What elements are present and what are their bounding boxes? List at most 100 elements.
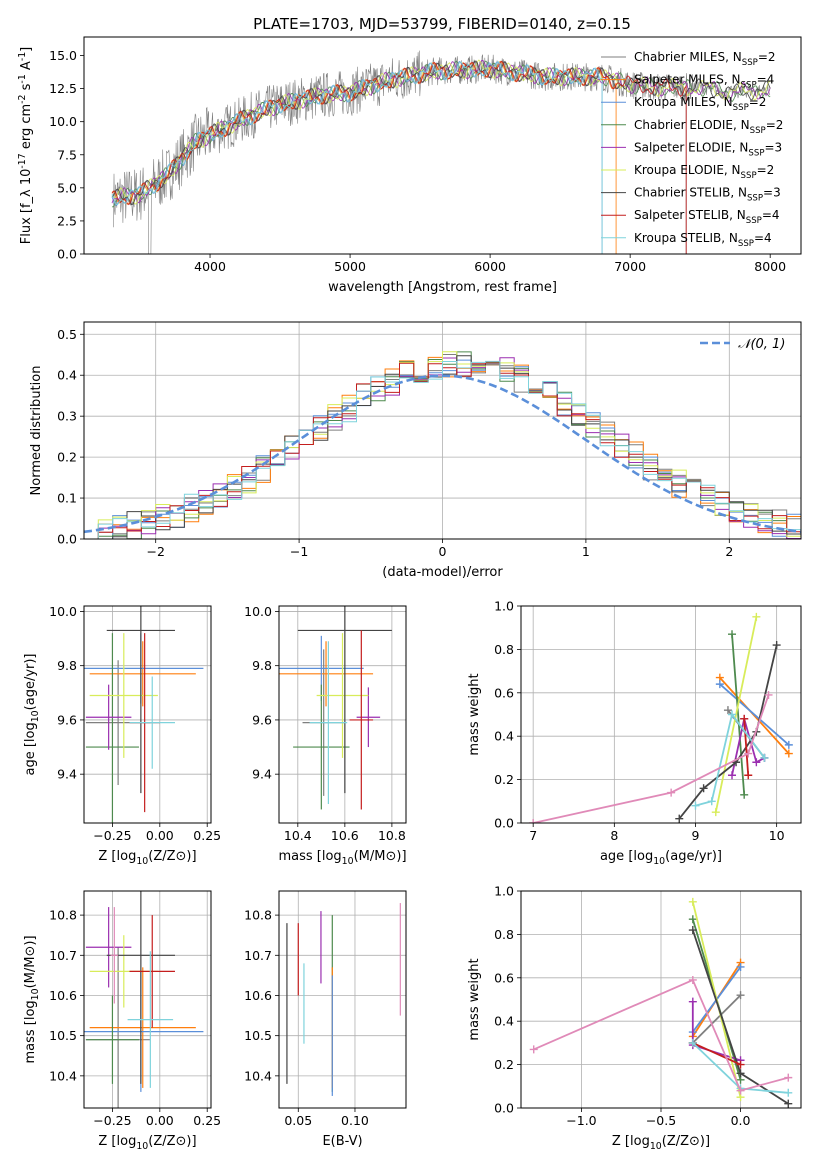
legend-label-0: Chabrier MILES, NSSP=2 [634, 50, 776, 68]
x-tick-label: 10.4 [284, 828, 312, 843]
axes-mass_vs_Z: −0.25 0.00 0.25 10.4 10.5 10.6 10.7 10.8 Z [log1… [23, 890, 221, 1152]
weight-marker [728, 771, 737, 780]
y-tick-label: 10.5 [244, 1028, 272, 1043]
weight-marker [691, 801, 700, 810]
weight-marker [688, 975, 697, 984]
axes-age_vs_Z: −0.25 0.00 0.25 9.4 9.6 9.8 10.0 Z [log10(Z/Z⊙)… [23, 604, 221, 867]
y-tick-label: 10.7 [244, 948, 272, 963]
x-tick-label: 0.05 [284, 1113, 312, 1128]
plot-area [279, 606, 392, 810]
x-tick-label: 10.8 [378, 828, 406, 843]
x-tick-label: 6000 [474, 259, 506, 274]
axes-frame [520, 605, 802, 824]
y-tick-label: 0.6 [494, 970, 514, 985]
y-tick-label: 10.8 [49, 908, 77, 923]
y-tick-label: 10.6 [49, 988, 77, 1003]
x-tick-label: 1 [582, 544, 590, 559]
x-tick-label: 8 [610, 828, 618, 843]
weight-marker [715, 680, 724, 689]
y-tick-label: 12.5 [49, 81, 77, 96]
axes-residual_hist: −2 −1 0 1 2 0.0 0.1 0.2 0.3 0.4 0.5 (data-model)/er… [29, 321, 802, 580]
weight-series-7 [692, 1042, 741, 1066]
normal-reference-curve [84, 374, 801, 534]
axes-age_vs_mass: 10.4 10.6 10.8 9.4 9.6 9.8 10.0 mass [log10(M/M… [244, 604, 407, 867]
weight-series-0 [692, 994, 742, 1044]
weight-marker [529, 1045, 538, 1054]
y-tick-label: 1.0 [494, 884, 514, 899]
axes-weight_vs_Z: −1.0 −0.5 0.0 0.0 0.2 0.4 0.6 0.8 1.0 Z [log10(Z/… [467, 884, 802, 1152]
weight-marker [667, 788, 676, 797]
weight-series-5 [714, 616, 758, 813]
y-tick-label: 9.8 [57, 658, 77, 673]
axes-spectrum: 4000 5000 6000 7000 8000 0.0 2.5 5.0 7.5 10.0 12.5… [17, 36, 802, 295]
weight-marker [723, 706, 732, 715]
y-tick-label: 9.6 [252, 712, 272, 727]
y-tick-label: 0.8 [494, 642, 514, 657]
x-tick-label: 2 [725, 544, 733, 559]
weight-marker [744, 771, 753, 780]
weight-marker [736, 962, 745, 971]
model-spectrum-0 [111, 60, 687, 254]
x-tick-label: −0.25 [93, 1113, 131, 1128]
x-tick-label: 5000 [334, 259, 366, 274]
weight-series-9 [533, 978, 789, 1092]
y-tick-label: 10.7 [49, 948, 77, 963]
axes-frame [83, 605, 212, 824]
weight-marker [752, 612, 761, 621]
x-tick-label: 4000 [194, 259, 226, 274]
x-tick-label: 0.10 [341, 1113, 369, 1128]
y-tick-label: 10.6 [244, 988, 272, 1003]
legend-label-5: Kroupa ELODIE, NSSP=2 [634, 163, 774, 181]
model-spectrum-8 [111, 61, 603, 254]
x-tick-label: 0.00 [146, 828, 174, 843]
axes-frame [83, 890, 212, 1109]
x-tick-label: 10.6 [331, 828, 359, 843]
x-axis-label: Z [log10(Z/Z⊙)] [612, 1134, 710, 1152]
weight-marker [688, 926, 697, 935]
weight-marker [728, 710, 737, 719]
weight-marker [688, 1038, 697, 1047]
weight-series-7 [743, 718, 750, 776]
x-axis-label: (data-model)/error [382, 565, 503, 580]
x-axis-label: age [log10(age/yr)] [600, 849, 722, 867]
y-tick-label: 2.5 [57, 213, 77, 228]
y-axis-label: Normed distribution [29, 366, 44, 496]
plot-area [286, 903, 401, 1096]
x-tick-label: −1.0 [566, 1113, 596, 1128]
x-tick-label: −0.25 [93, 828, 131, 843]
legend-label-6: Chabrier STELIB, NSSP=3 [634, 186, 781, 204]
axes-frame [278, 605, 407, 824]
axes-weight_vs_age: 7 8 9 10 0.0 0.2 0.4 0.6 0.8 1.0 age [log10(age/yr… [467, 599, 802, 867]
y-tick-label: 10.8 [244, 908, 272, 923]
x-axis-label: Z [log10(Z/Z⊙)] [98, 1134, 196, 1152]
model-spectrum-1 [111, 61, 617, 254]
weight-marker [752, 758, 761, 767]
y-tick-label: 15.0 [49, 48, 77, 63]
weight-marker [736, 1069, 745, 1078]
y-axis-label: mass [log10(M/M⊙)] [23, 935, 41, 1063]
y-tick-label: 0.0 [57, 532, 77, 547]
y-tick-label: 0.3 [57, 409, 77, 424]
weight-series-3 [731, 634, 746, 795]
y-tick-label: 0.0 [57, 247, 77, 262]
plot-area [529, 612, 793, 823]
axes-mass_vs_ebv: 0.05 0.10 10.4 10.5 10.6 10.7 10.8 E(B-V) [244, 890, 407, 1149]
x-tick-label: 0.00 [146, 1113, 174, 1128]
x-tick-label: −2 [146, 544, 164, 559]
y-tick-label: 0.4 [57, 368, 77, 383]
weight-series-9 [533, 694, 770, 823]
y-tick-label: 1.0 [494, 599, 514, 614]
axes-frame [83, 36, 802, 255]
legend-label-4: Salpeter ELODIE, NSSP=3 [634, 140, 782, 158]
weight-marker [784, 740, 793, 749]
axes-frame [278, 890, 407, 1109]
y-tick-label: 10.4 [244, 1068, 272, 1083]
legend-label-2: Kroupa MILES, NSSP=2 [634, 95, 766, 113]
weight-marker [784, 1088, 793, 1097]
weight-marker [728, 630, 737, 639]
y-axis-label: Flux [f_λ 10-17 erg cm-2 s-1 A-1] [17, 47, 34, 245]
y-tick-label: 0.5 [57, 327, 77, 342]
weight-marker [784, 749, 793, 758]
x-tick-label: 0.25 [193, 828, 221, 843]
